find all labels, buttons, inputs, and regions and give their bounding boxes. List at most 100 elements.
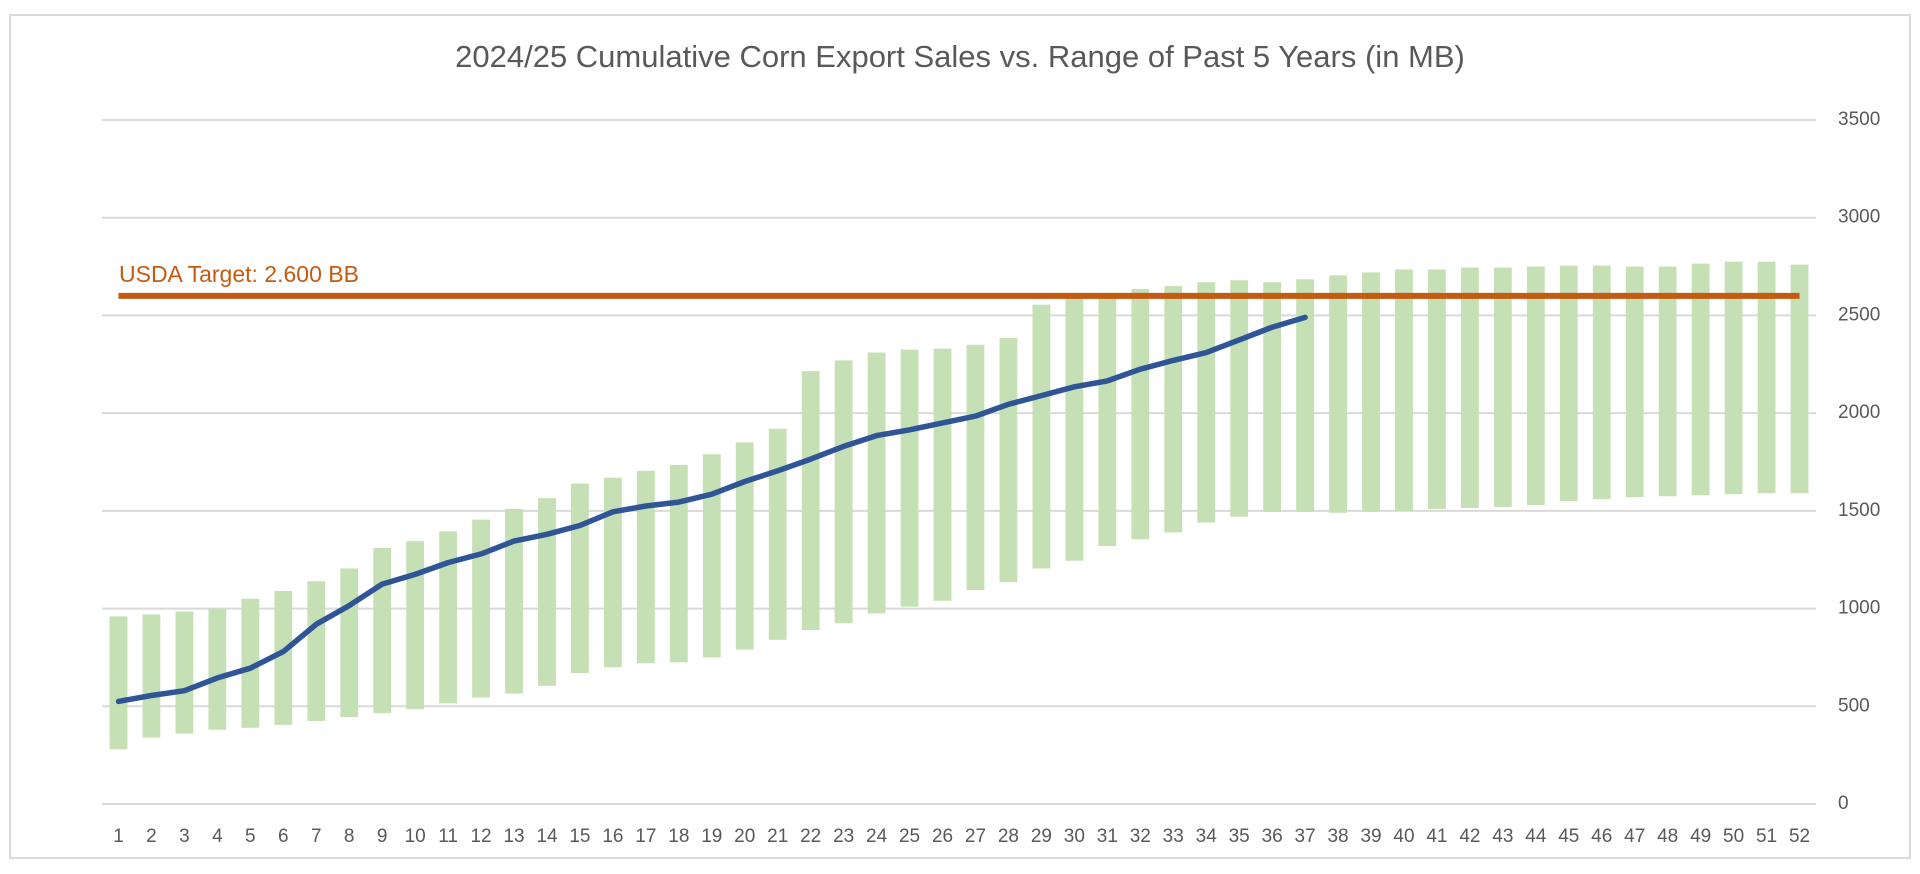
x-tick-label: 13	[503, 826, 524, 847]
range-bar	[274, 590, 293, 725]
range-bar	[571, 483, 589, 674]
x-tick-label: 44	[1525, 826, 1547, 847]
x-tick-label: 51	[1756, 826, 1777, 847]
y-tick-label: 3500	[1838, 109, 1880, 130]
range-bar	[1164, 286, 1183, 533]
range-bar	[1461, 267, 1479, 508]
x-tick-label: 32	[1130, 826, 1151, 847]
range-bar	[933, 348, 952, 601]
range-bar	[966, 344, 985, 591]
x-tick-label: 33	[1163, 826, 1184, 847]
x-tick-label: 8	[344, 826, 355, 847]
y-tick-label: 3000	[1838, 207, 1880, 228]
chart-title: 2024/25 Cumulative Corn Export Sales vs.…	[455, 39, 1465, 74]
x-tick-label: 24	[866, 826, 888, 847]
x-tick-label: 34	[1196, 826, 1218, 847]
x-tick-label: 2	[146, 826, 157, 847]
range-bar	[1691, 263, 1710, 496]
range-bar	[1197, 282, 1216, 523]
y-tick-label: 500	[1838, 695, 1870, 716]
range-bar	[1592, 265, 1611, 500]
range-bar	[1362, 272, 1380, 512]
range-bar	[1065, 295, 1084, 561]
x-tick-label: 30	[1064, 826, 1085, 847]
range-bar	[1790, 264, 1809, 494]
x-tick-label: 21	[767, 826, 788, 847]
range-bar	[1625, 266, 1644, 498]
target-label: USDA Target: 2.600 BB	[119, 261, 359, 287]
x-tick-label: 6	[278, 826, 289, 847]
x-tick-label: 12	[470, 826, 491, 847]
range-bar	[1329, 275, 1347, 513]
y-tick-label: 2000	[1838, 402, 1880, 423]
range-bar	[1230, 280, 1249, 517]
x-tick-label: 3	[179, 826, 190, 847]
x-tick-label: 4	[212, 826, 223, 847]
range-bar	[735, 442, 754, 650]
x-tick-label: 27	[965, 826, 986, 847]
range-bar	[702, 454, 721, 658]
x-tick-label: 11	[438, 826, 458, 847]
x-tick-label: 49	[1690, 826, 1711, 847]
x-tick-label: 46	[1591, 826, 1612, 847]
range-bar	[1395, 269, 1413, 511]
x-tick-label: 47	[1624, 826, 1645, 847]
range-bar	[636, 470, 655, 664]
range-bar	[340, 568, 359, 718]
range-bar	[1263, 282, 1282, 512]
x-tick-label: 26	[932, 826, 953, 847]
x-tick-label: 37	[1295, 826, 1316, 847]
x-tick-label: 25	[899, 826, 920, 847]
range-bar	[406, 541, 425, 710]
x-tick-label: 16	[602, 826, 623, 847]
range-bar	[900, 349, 919, 607]
x-tick-label: 1	[113, 826, 124, 847]
range-bar	[307, 581, 326, 721]
x-tick-label: 35	[1229, 826, 1250, 847]
x-tick-label: 50	[1723, 826, 1744, 847]
x-tick-label: 15	[569, 826, 590, 847]
x-tick-label: 38	[1327, 826, 1348, 847]
range-bar	[1526, 266, 1545, 505]
range-bar	[175, 611, 194, 734]
x-tick-label: 14	[536, 826, 558, 847]
x-tick-label: 9	[377, 826, 388, 847]
range-bar	[373, 547, 392, 714]
range-bar	[1032, 304, 1051, 569]
range-bar	[472, 519, 490, 698]
range-bar	[1757, 261, 1776, 494]
range-bar	[768, 428, 787, 640]
x-tick-label: 36	[1262, 826, 1283, 847]
x-tick-label: 31	[1097, 826, 1118, 847]
x-tick-label: 22	[800, 826, 821, 847]
range-bar	[1428, 269, 1446, 509]
x-tick-label: 29	[1031, 826, 1052, 847]
range-bar	[834, 360, 853, 624]
y-tick-label: 0	[1838, 793, 1849, 814]
range-bar	[142, 614, 161, 738]
range-bar	[109, 616, 128, 750]
x-tick-label: 39	[1360, 826, 1381, 847]
x-tick-label: 45	[1558, 826, 1579, 847]
y-tick-label: 1000	[1838, 598, 1880, 619]
range-bar	[241, 598, 260, 728]
range-bar	[604, 477, 622, 668]
range-bar	[669, 464, 688, 663]
range-bar	[505, 508, 523, 694]
range-bar	[1658, 266, 1677, 497]
range-bar	[1559, 265, 1578, 502]
range-bar	[439, 531, 457, 704]
range-bar	[801, 371, 820, 631]
x-tick-label: 20	[734, 826, 755, 847]
x-tick-label: 48	[1657, 826, 1678, 847]
range-bar	[208, 608, 227, 730]
x-tick-label: 5	[245, 826, 256, 847]
y-tick-label: 1500	[1838, 500, 1880, 521]
x-tick-label: 40	[1393, 826, 1414, 847]
sales-line	[115, 314, 1308, 705]
x-tick-label: 52	[1789, 826, 1810, 847]
x-tick-label: 18	[668, 826, 689, 847]
range-bar	[999, 337, 1018, 583]
x-tick-label: 43	[1492, 826, 1513, 847]
